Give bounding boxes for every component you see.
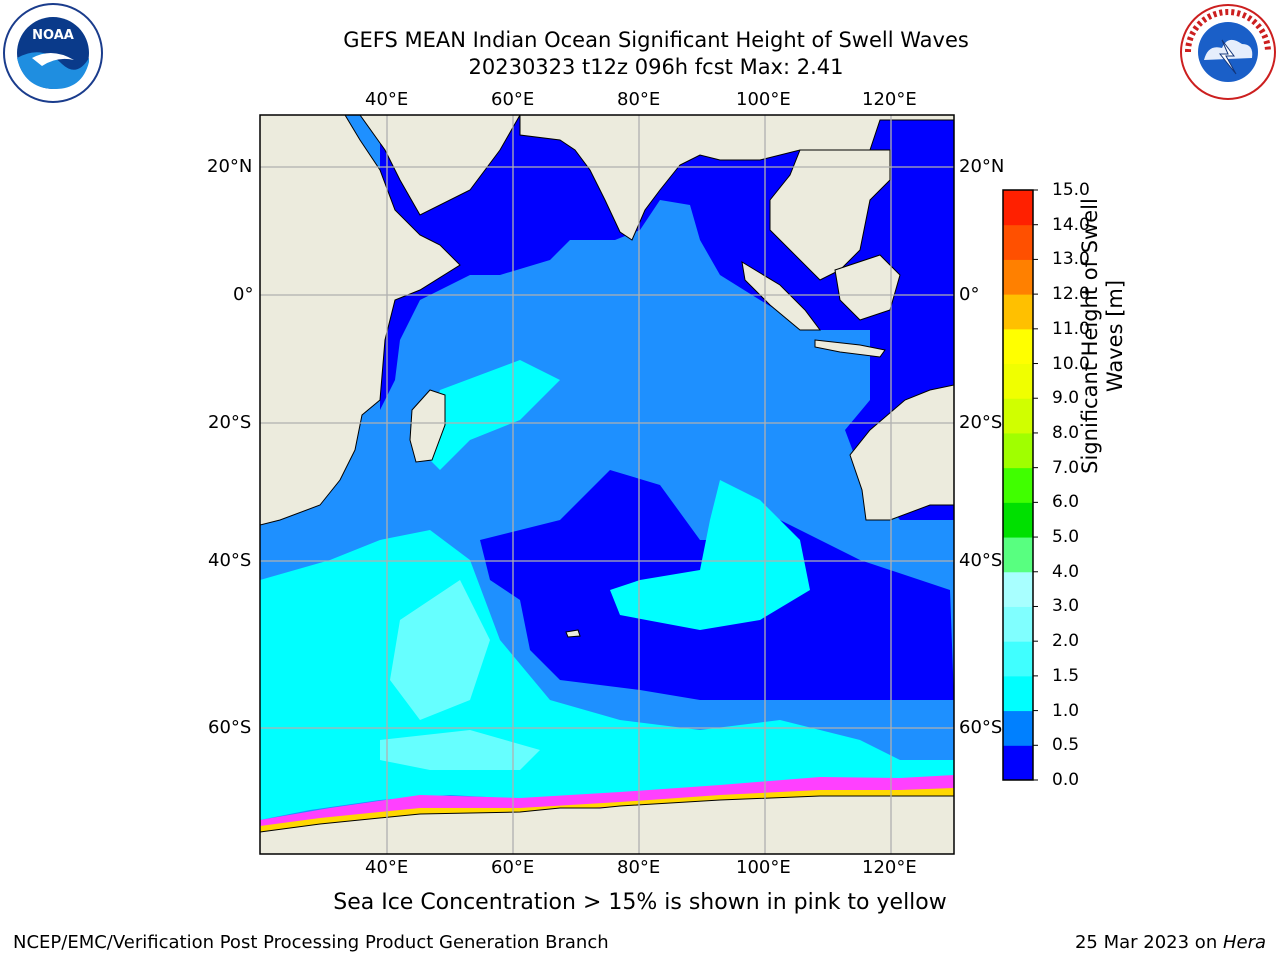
colorbar-segment	[1003, 432, 1033, 469]
lon-label-bottom: 100°E	[736, 857, 791, 878]
lat-label-right: 0°	[959, 284, 980, 305]
footer-date-text: 25 Mar 2023 on	[1074, 932, 1223, 953]
land-antarctica	[260, 795, 954, 854]
colorbar	[1002, 189, 1038, 781]
land-java	[814, 339, 886, 358]
lon-label-top: 40°E	[365, 89, 409, 110]
colorbar-segment	[1003, 294, 1033, 330]
colorbar-segment	[1003, 502, 1033, 538]
chart-subtitle: 20230323 t12z 096h fcst Max: 2.41	[468, 55, 844, 79]
footer-host: Hera	[1222, 932, 1266, 953]
colorbar-frame	[1002, 189, 1034, 781]
map-frame	[259, 114, 955, 855]
chart-title: GEFS MEAN Indian Ocean Significant Heigh…	[343, 28, 969, 52]
colorbar-tick-label: 8.0	[1052, 422, 1080, 443]
land-australia	[849, 384, 954, 521]
colorbar-segment	[1003, 710, 1033, 746]
colorbar-segment	[1003, 190, 1033, 226]
noaa-logo-text: NOAA	[32, 28, 74, 43]
ocean-high-west	[420, 360, 560, 470]
colorbar-tick-label: 9.0	[1052, 388, 1080, 409]
colorbar-tick-label: 15.0	[1052, 180, 1090, 200]
colorbar-segment	[1003, 606, 1033, 642]
sea-ice-yellow	[260, 788, 954, 832]
land-madagascar	[409, 389, 446, 463]
lat-label-left: 0°	[233, 284, 254, 305]
land-borneo	[834, 254, 901, 321]
colorbar-tick-label: 4.0	[1052, 561, 1080, 582]
colorbar-title-line1: Significant Height of Swell	[1078, 198, 1102, 474]
colorbar-tick-label: 0.5	[1052, 735, 1080, 756]
lat-label-left: 20°N	[207, 156, 253, 177]
ocean-higher-south	[380, 730, 540, 770]
grid	[260, 115, 954, 854]
nws-logo-icon	[1178, 2, 1278, 106]
colorbar-title: Significant Height of Swell Waves [m]	[1078, 186, 1128, 486]
lon-label-top: 120°E	[862, 89, 917, 110]
land-india	[519, 115, 954, 241]
colorbar-segment	[1003, 745, 1033, 781]
lon-label-bottom: 60°E	[491, 857, 535, 878]
lon-label-bottom: 40°E	[365, 857, 409, 878]
footer-credit: NCEP/EMC/Verification Post Processing Pr…	[13, 932, 609, 953]
colorbar-segment	[1003, 363, 1033, 399]
lat-label-right: 20°S	[959, 412, 1003, 433]
colorbar-segment	[1003, 641, 1033, 677]
lon-label-top: 100°E	[736, 89, 791, 110]
colorbar-tick-label: 11.0	[1052, 318, 1090, 339]
colorbar-tick-label: 6.0	[1052, 492, 1080, 513]
colorbar-segment	[1003, 537, 1033, 573]
colorbar-segment	[1003, 224, 1033, 260]
land-kerguelen	[565, 629, 581, 638]
lon-label-top: 60°E	[491, 89, 535, 110]
lat-label-left: 60°S	[208, 717, 252, 738]
lon-label-bottom: 120°E	[862, 857, 917, 878]
colorbar-tick-label: 2.0	[1052, 631, 1080, 652]
lat-label-left: 20°S	[208, 412, 252, 433]
colorbar-tick-label: 3.0	[1052, 596, 1080, 617]
colorbar-segment	[1003, 467, 1033, 503]
colorbar-tick-label: 1.5	[1052, 665, 1080, 686]
lat-label-right: 60°S	[959, 717, 1003, 738]
lat-label-right: 40°S	[959, 550, 1003, 571]
ocean-higher-patch	[390, 580, 490, 720]
footer-date: 25 Mar 2023 on Hera	[1075, 932, 1266, 953]
colorbar-tick-label: 1.0	[1052, 700, 1080, 721]
colorbar-segment	[1003, 259, 1033, 295]
lon-label-bottom: 80°E	[617, 857, 661, 878]
land-sumatra	[741, 261, 821, 331]
colorbar-tick-label: 12.0	[1052, 284, 1090, 305]
sea-ice-note: Sea Ice Concentration > 15% is shown in …	[333, 890, 947, 915]
colorbar-segment	[1003, 398, 1033, 434]
lat-label-right: 20°N	[959, 156, 1005, 177]
colorbar-segment	[1003, 675, 1033, 712]
colorbar-tick-label: 13.0	[1052, 249, 1090, 270]
colorbar-tick-label: 10.0	[1052, 353, 1090, 374]
colorbar-segment	[1003, 571, 1033, 607]
colorbar-tick-label: 0.0	[1052, 770, 1080, 790]
land-indochina	[769, 149, 891, 281]
colorbar-segment	[1003, 328, 1033, 365]
colorbar-tick-label: 5.0	[1052, 527, 1080, 548]
colorbar-title-line2: Waves [m]	[1103, 279, 1127, 393]
lon-label-top: 80°E	[617, 89, 661, 110]
noaa-logo-icon: NOAA	[2, 2, 104, 108]
colorbar-tick-label: 7.0	[1052, 457, 1080, 478]
colorbar-tick-label: 14.0	[1052, 214, 1090, 235]
lat-label-left: 40°S	[208, 550, 252, 571]
ocean-high-central	[610, 480, 810, 630]
